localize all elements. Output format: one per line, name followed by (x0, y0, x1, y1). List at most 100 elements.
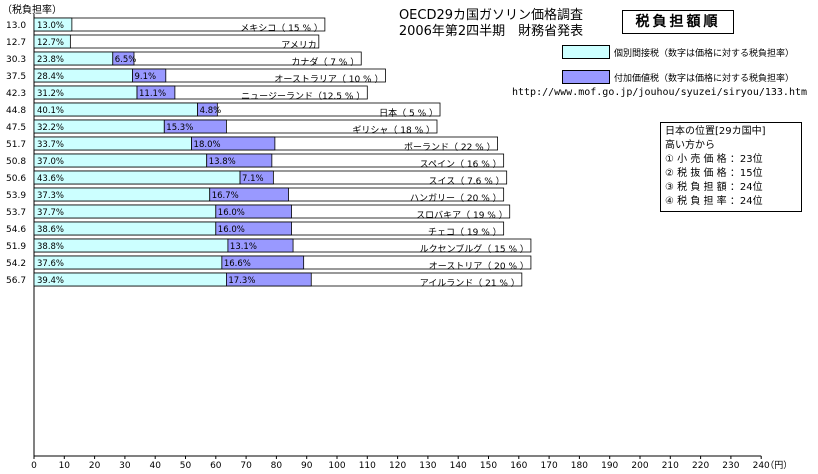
indirect-pct-label: 37.3% (37, 191, 64, 201)
row-tax-rate: 42.3 (6, 89, 26, 99)
chart-title: OECD29カ国ガソリン価格調査 2006年第2四半期 財務省発表 (366, 8, 616, 40)
legend-vat-label: 付加価値税（数字は価格に対する税負担率） (614, 73, 795, 84)
row-tax-rate: 44.8 (6, 106, 26, 116)
indirect-tax-bar (33, 17, 73, 32)
vat-bar (112, 51, 135, 66)
x-tick-label: 50 (180, 461, 192, 471)
row-tax-rate: 51.7 (6, 140, 26, 150)
vat-pct-label: 6.5% (115, 55, 137, 65)
vat-pct-label: 11.1% (139, 89, 166, 99)
rank-item: ① 小 売 価 格 ：23位 (665, 154, 763, 165)
vat-bar (132, 68, 167, 83)
indirect-pct-label: 43.6% (37, 174, 64, 184)
country-label: ルクセンブルグ（ 15 % ） (420, 243, 529, 255)
row-tax-rate: 50.6 (6, 174, 26, 184)
row-tax-rate: 53.9 (6, 191, 26, 201)
x-tick-label: 40 (149, 461, 161, 471)
country-label: アイルランド（ 21 % ） (420, 278, 520, 289)
vat-bar (197, 102, 218, 117)
country-label: オーストリア（ 20 % ） (429, 261, 529, 272)
source-url: http://www.mof.go.jp/jouhou/syuzei/siryo… (512, 87, 808, 98)
indirect-pct-label: 12.7% (37, 38, 64, 48)
chart-title-line1: OECD29カ国ガソリン価格調査 (398, 8, 584, 23)
x-axis-unit: （円） (765, 460, 792, 471)
vat-pct-label: 17.3% (228, 276, 255, 286)
x-tick-label: 220 (692, 461, 709, 471)
vat-bar (136, 85, 176, 100)
row-tax-rate: 53.7 (6, 208, 26, 218)
x-tick-label: 230 (722, 461, 739, 471)
legend-vat: 付加価値税（数字は価格に対する税負担率） (562, 70, 794, 84)
vat-pct-label: 16.7% (212, 191, 239, 201)
vat-pct-label: 15.3% (166, 123, 193, 133)
x-tick-label: 70 (240, 461, 252, 471)
country-label: ギリシャ（ 18 % ） (352, 125, 435, 136)
sort-order-box: 税負担額順 (622, 10, 734, 34)
x-tick-label: 10 (59, 461, 71, 471)
country-label: スペイン（ 16 % ） (420, 159, 502, 170)
vat-bar (239, 170, 274, 185)
x-tick-label: 160 (510, 461, 527, 471)
row-tax-rate: 47.5 (6, 123, 26, 133)
vat-pct-label: 9.1% (134, 72, 156, 82)
x-tick-label: 100 (328, 461, 345, 471)
indirect-pct-label: 32.2% (37, 123, 64, 133)
x-tick-label: 210 (662, 461, 679, 471)
indirect-pct-label: 13.0% (37, 21, 64, 31)
price-bar (33, 34, 320, 49)
x-tick-label: 150 (480, 461, 497, 471)
vat-pct-label: 4.8% (200, 106, 222, 116)
x-tick-label: 140 (450, 461, 467, 471)
vat-pct-label: 7.1% (242, 174, 264, 184)
vat-bar (206, 153, 273, 168)
rank-box-title: 日本の位置[29カ国中] (665, 126, 766, 137)
x-tick-label: 0 (31, 461, 37, 471)
country-label: ポーランド（ 22 % ） (404, 142, 496, 153)
x-tick-label: 130 (419, 461, 436, 471)
x-tick-label: 170 (541, 461, 558, 471)
vat-bar (227, 238, 294, 253)
x-tick-label: 240 (753, 461, 770, 471)
indirect-pct-label: 38.8% (37, 242, 64, 252)
row-tax-rate: 30.3 (6, 55, 26, 65)
indirect-pct-label: 39.4% (37, 276, 64, 286)
x-tick-label: 80 (271, 461, 283, 471)
vat-pct-label: 16.0% (218, 225, 245, 235)
rank-item: ④ 税 負 担 率 ：24位 (665, 196, 763, 207)
country-label: スロバキア（ 19 % ） (416, 210, 508, 221)
x-tick-label: 200 (631, 461, 648, 471)
y-axis-label: （税負担率） (2, 5, 62, 16)
country-label: カナダ（ 7 % ） (291, 56, 359, 68)
chart-title-line2: 2006年第2四半期 財務省発表 (398, 24, 584, 39)
country-label: ニュージーランド（12.5 % ） (241, 91, 365, 102)
indirect-pct-label: 38.6% (37, 225, 64, 235)
legend-vat-swatch (562, 70, 610, 84)
vat-bar (215, 204, 292, 219)
vat-pct-label: 16.0% (218, 208, 245, 218)
row-tax-rate: 50.8 (6, 157, 26, 167)
row-tax-rate: 51.9 (6, 242, 26, 252)
vat-pct-label: 18.0% (194, 140, 221, 150)
country-label: オーストラリア（ 10 % ） (274, 74, 383, 85)
row-tax-rate: 13.0 (6, 21, 26, 31)
legend-indirect-label: 個別間接税（数字は価格に対する税負担率） (614, 48, 795, 59)
x-tick-label: 90 (301, 461, 313, 471)
indirect-pct-label: 40.1% (37, 106, 64, 116)
row-tax-rate: 12.7 (6, 38, 26, 48)
rank-item: ② 税 抜 価 格 ：15位 (665, 168, 763, 179)
x-tick-label: 30 (119, 461, 131, 471)
vat-pct-label: 13.8% (209, 157, 236, 167)
vat-bar (215, 221, 292, 236)
japan-rank-box: 日本の位置[29カ国中] 高い方から ① 小 売 価 格 ：23位 ② 税 抜 … (660, 122, 802, 212)
indirect-pct-label: 37.0% (37, 157, 64, 167)
row-tax-rate: 54.2 (6, 259, 26, 269)
vat-pct-label: 16.6% (224, 259, 251, 269)
x-tick-label: 180 (571, 461, 588, 471)
country-label: アメリカ (281, 40, 317, 51)
indirect-tax-bar (33, 170, 241, 185)
country-label: スイス（ 7.6 % ） (428, 176, 504, 187)
vat-pct-label: 13.1% (230, 242, 257, 252)
legend-indirect: 個別間接税（数字は価格に対する税負担率） (562, 45, 794, 59)
vat-bar (163, 119, 227, 134)
